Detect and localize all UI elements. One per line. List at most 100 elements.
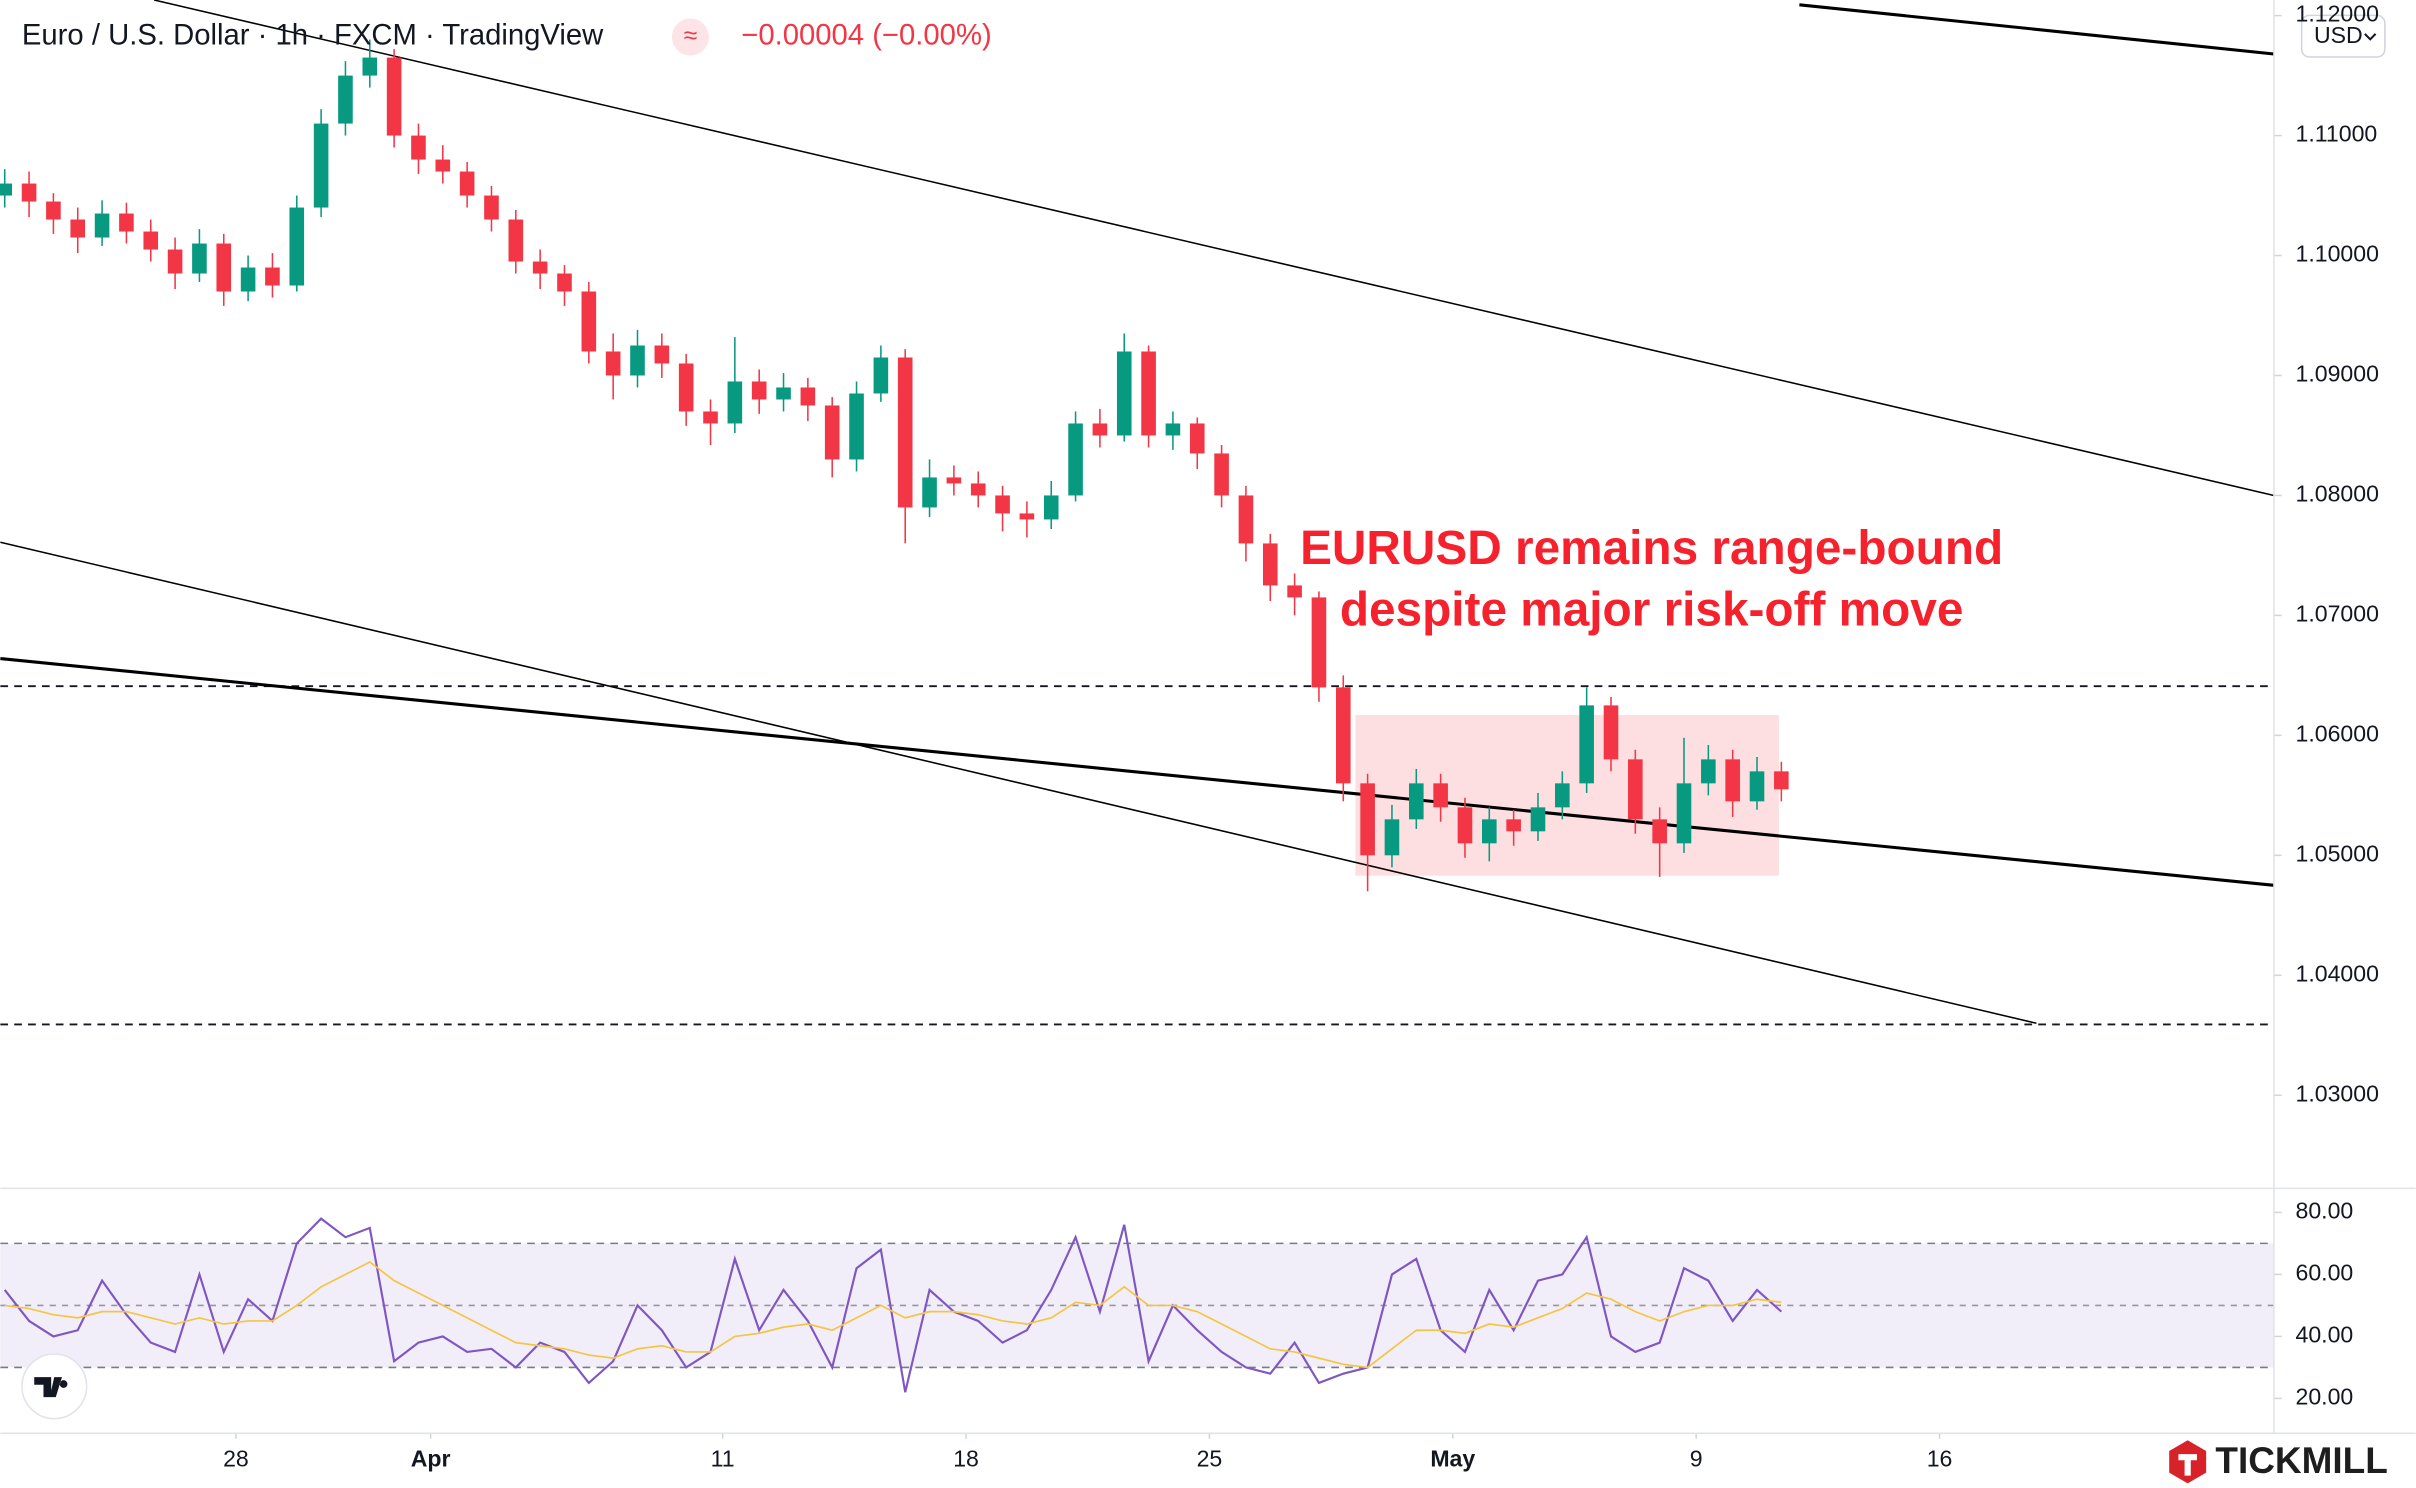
candle-body	[1335, 687, 1351, 784]
indicator-icon[interactable]	[671, 18, 709, 56]
candle-body	[94, 213, 110, 238]
candle-body	[1360, 783, 1375, 856]
candle-body	[70, 219, 86, 238]
candle-body	[1116, 351, 1132, 436]
candle-body	[21, 183, 37, 202]
candle-body	[557, 273, 572, 292]
candle-body	[1238, 495, 1254, 544]
candle-body	[1165, 423, 1181, 436]
time-tick-label: May	[1430, 1445, 1475, 1471]
candle-body	[435, 159, 451, 172]
candle-body	[1019, 513, 1035, 520]
candle-body	[265, 267, 280, 286]
candle-body	[678, 363, 694, 412]
time-tick-label: 25	[1197, 1445, 1223, 1471]
candle-body	[1141, 351, 1156, 436]
candle-body	[386, 57, 402, 136]
trend-line	[1799, 3, 2275, 56]
rsi-tick-label: 20.00	[2296, 1384, 2354, 1410]
candle-body	[1725, 759, 1740, 802]
price-tick-label: 1.08000	[2296, 481, 2379, 507]
candle-body	[824, 405, 840, 460]
candle-body	[727, 381, 743, 424]
rsi-line	[3, 1217, 1783, 1393]
tradingview-logo-mark	[34, 1377, 68, 1398]
candle-body	[873, 357, 889, 394]
price-change: −0.00004 (−0.00%)	[741, 20, 991, 52]
candle-body	[1384, 819, 1400, 856]
price-tick-label: 1.04000	[2296, 960, 2379, 986]
candle-body	[1555, 783, 1570, 808]
candle-body	[849, 393, 864, 460]
plot-area	[0, 0, 2282, 1439]
brand-icon-mark	[2178, 1454, 2197, 1476]
candle-body	[1433, 783, 1448, 808]
trend-line	[0, 541, 2037, 1025]
rsi-tick-label: 80.00	[2296, 1198, 2354, 1224]
symbol-title: Euro / U.S. Dollar · 1h · FXCM · Trading…	[22, 20, 604, 52]
candle-body	[581, 291, 597, 352]
candle-body	[630, 345, 645, 376]
candle-body	[216, 243, 232, 292]
candle-body	[143, 231, 159, 250]
candle-body	[1652, 819, 1667, 844]
candle-body	[1408, 783, 1424, 820]
indicator-icon-glyph: ≈	[684, 22, 698, 49]
candle-body	[313, 123, 329, 208]
candle-body	[1262, 543, 1278, 586]
annotation: EURUSD remains range-bound	[1300, 522, 2003, 575]
candle-body	[1214, 453, 1229, 496]
candle-body	[338, 75, 353, 124]
candle-body	[1482, 819, 1497, 844]
candle-body	[970, 483, 986, 496]
candle-body	[1189, 423, 1205, 454]
candle-body	[605, 351, 621, 376]
candle-body	[1043, 495, 1059, 520]
candle-body	[1749, 771, 1765, 802]
time-tick-label: 9	[1690, 1445, 1703, 1471]
candle-body	[1287, 585, 1302, 598]
candle-body	[654, 345, 670, 364]
price-tick-label: 1.10000	[2296, 241, 2379, 267]
rsi-tick-label: 60.00	[2296, 1260, 2354, 1286]
candle-body	[1506, 819, 1521, 832]
price-tick-label: 1.07000	[2296, 601, 2379, 627]
time-tick-label: 28	[223, 1445, 249, 1471]
rsi-tick-label: 40.00	[2296, 1322, 2354, 1348]
candle-body	[922, 477, 937, 508]
price-tick-label: 1.09000	[2296, 361, 2379, 387]
brand-name: TICKMILL	[2215, 1440, 2387, 1481]
candle-body	[1311, 597, 1327, 688]
candle-body	[1579, 705, 1594, 784]
candle-body	[362, 57, 378, 76]
candle-body	[289, 207, 305, 286]
time-tick-label: 16	[1927, 1445, 1953, 1471]
candle-body	[1774, 771, 1789, 790]
price-tick-label: 1.03000	[2296, 1080, 2379, 1106]
currency-label: USD	[2314, 22, 2363, 48]
candle-body	[751, 381, 767, 400]
candle-body	[776, 387, 791, 400]
time-tick-label: Apr	[411, 1445, 451, 1471]
candle-body	[240, 267, 256, 292]
candle-body	[1676, 783, 1692, 844]
candle-body	[508, 219, 524, 262]
price-tick-label: 1.12000	[2296, 1, 2379, 27]
candle-body	[192, 243, 207, 274]
currency-button[interactable]	[2300, 14, 2386, 58]
candle-body	[800, 387, 816, 406]
rsi-line	[4, 1261, 1782, 1369]
candle-body	[1068, 423, 1083, 496]
candle-body	[1530, 807, 1546, 832]
price-tick-label: 1.11000	[2296, 121, 2378, 147]
candle-body	[1603, 705, 1619, 760]
price-tick-label: 1.05000	[2296, 840, 2379, 866]
trend-line	[153, 0, 2275, 497]
candle-body	[1092, 423, 1108, 436]
time-tick-label: 11	[711, 1445, 735, 1471]
currency-chevron	[2364, 33, 2377, 41]
candle-body	[946, 477, 962, 484]
candle-body	[703, 411, 718, 424]
